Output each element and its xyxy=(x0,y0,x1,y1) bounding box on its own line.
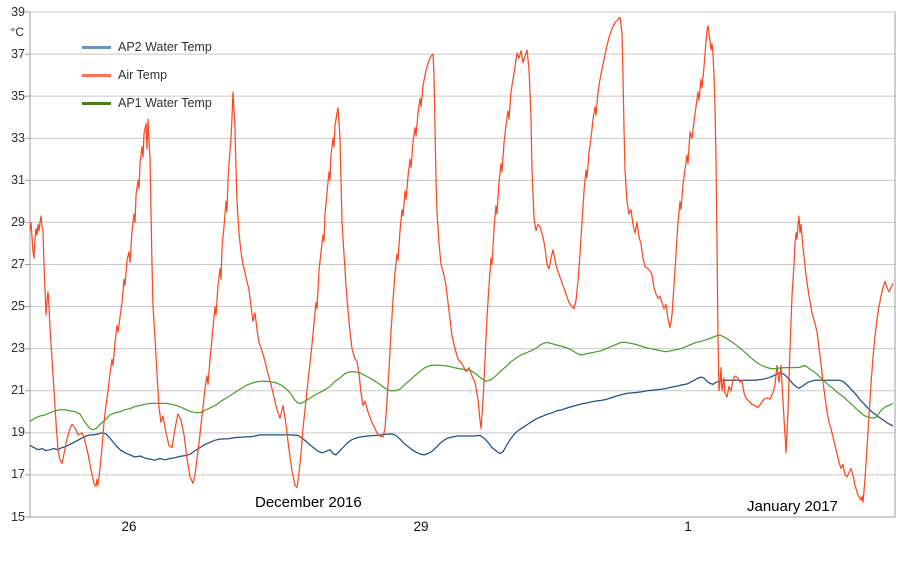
legend-label-ap2: AP2 Water Temp xyxy=(118,40,212,54)
y-axis-label-27: 27 xyxy=(11,257,25,271)
legend-item-ap2-water-temp: AP2 Water Temp xyxy=(82,39,212,55)
y-axis-labels: 15 17 19 21 23 25 27 29 31 33 35 37 39 xyxy=(0,0,26,562)
y-axis-label-29: 29 xyxy=(11,214,25,229)
y-axis-label-23: 23 xyxy=(11,341,25,356)
legend-line-swatch-air xyxy=(82,73,111,77)
x-tick-label-1: 1 xyxy=(684,519,692,534)
ap1-water-temp-line xyxy=(29,334,894,431)
month-label-december-2016: December 2016 xyxy=(255,494,362,511)
legend: AP2 Water Temp Air Temp AP1 Water Temp xyxy=(82,39,212,123)
y-axis-label-39: 39 xyxy=(11,4,25,19)
y-axis-label-19: 19 xyxy=(11,425,25,440)
legend-item-ap1-water-temp: AP1 Water Temp xyxy=(82,95,212,111)
legend-label-ap1: AP1 Water Temp xyxy=(118,96,212,110)
ap2-water-temp-line xyxy=(29,372,894,461)
legend-line-swatch-ap2 xyxy=(82,45,111,49)
x-tick-label-29: 29 xyxy=(413,519,429,534)
y-axis-label-37: 37 xyxy=(11,46,25,61)
y-axis-label-15: 15 xyxy=(11,509,25,524)
month-label-january-2017: January 2017 xyxy=(747,498,838,515)
y-axis-label-31: 31 xyxy=(11,172,25,187)
y-axis-unit-label: °C xyxy=(10,25,24,39)
legend-item-air-temp: Air Temp xyxy=(82,67,212,83)
y-axis-label-25: 25 xyxy=(11,299,25,314)
legend-label-air: Air Temp xyxy=(118,68,168,82)
y-axis-label-33: 33 xyxy=(11,130,25,145)
y-axis-label-17: 17 xyxy=(11,467,25,482)
air-temp-line xyxy=(29,16,894,503)
legend-line-swatch-ap1 xyxy=(82,101,111,105)
y-axis-label-35: 35 xyxy=(11,88,25,103)
x-tick-label-26: 26 xyxy=(121,519,137,534)
y-axis-label-21: 21 xyxy=(11,383,25,398)
